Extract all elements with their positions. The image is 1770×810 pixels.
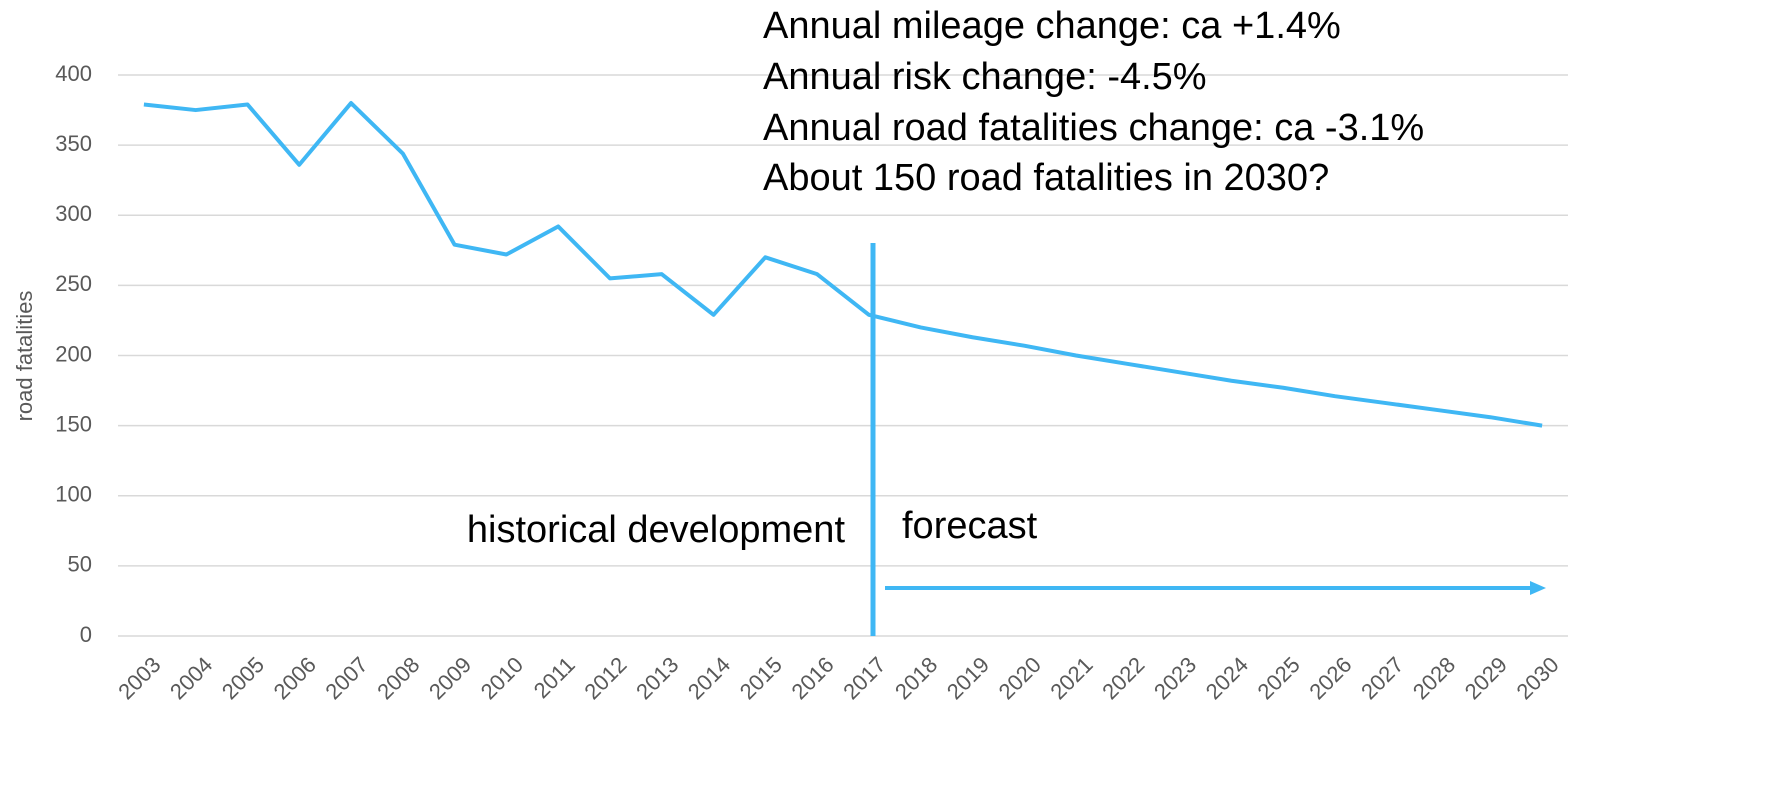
y-tick-label: 50 <box>68 552 92 577</box>
x-tick-label: 2012 <box>579 652 631 704</box>
x-tick-label: 2008 <box>372 652 424 704</box>
y-tick-label: 250 <box>55 271 92 296</box>
x-tick-label: 2021 <box>1045 652 1097 704</box>
y-axis-label: road fatalities <box>12 291 37 422</box>
x-tick-label: 2024 <box>1201 652 1253 704</box>
x-tick-label: 2005 <box>217 652 269 704</box>
y-tick-label: 300 <box>55 201 92 226</box>
x-tick-label: 2022 <box>1097 652 1149 704</box>
y-tick-label: 400 <box>55 61 92 86</box>
x-tick-label: 2013 <box>631 652 683 704</box>
historical-label: historical development <box>467 509 846 551</box>
x-tick-label: 2025 <box>1253 652 1305 704</box>
x-tick-label: 2018 <box>890 652 942 704</box>
x-tick-label: 2026 <box>1304 652 1356 704</box>
x-tick-label: 2010 <box>476 652 528 704</box>
annotation: Annual road fatalities change: ca -3.1% <box>763 107 1424 149</box>
x-tick-label: 2029 <box>1460 652 1512 704</box>
y-tick-label: 150 <box>55 411 92 436</box>
x-tick-label: 2017 <box>838 652 890 704</box>
x-tick-label: 2006 <box>269 652 321 704</box>
x-tick-label: 2030 <box>1511 652 1563 704</box>
y-tick-label: 100 <box>55 482 92 507</box>
y-tick-label: 200 <box>55 341 92 366</box>
line <box>143 101 1543 428</box>
y-tick-label: 0 <box>80 622 92 647</box>
x-tick-label: 2003 <box>113 652 165 704</box>
x-tick-label: 2011 <box>529 652 580 703</box>
y-tick-label: 350 <box>55 131 92 156</box>
x-tick-label: 2019 <box>942 652 994 704</box>
x-tick-label: 2004 <box>165 652 217 704</box>
x-tick-label: 2015 <box>735 652 787 704</box>
x-tick-label: 2028 <box>1408 652 1460 704</box>
x-tick-label: 2027 <box>1356 652 1408 704</box>
x-tick-label: 2009 <box>424 652 476 704</box>
x-tick-label: 2016 <box>786 652 838 704</box>
annotation: Annual risk change: -4.5% <box>763 56 1207 98</box>
x-tick-label: 2007 <box>320 652 372 704</box>
x-tick-label: 2023 <box>1149 652 1201 704</box>
forecast-label: forecast <box>902 505 1038 547</box>
x-tick-label: 2020 <box>994 652 1046 704</box>
arrow-head <box>1530 581 1546 595</box>
x-tick-label: 2014 <box>683 652 735 704</box>
annotation: Annual mileage change: ca +1.4% <box>763 5 1341 47</box>
annotation: About 150 road fatalities in 2030? <box>763 157 1329 199</box>
